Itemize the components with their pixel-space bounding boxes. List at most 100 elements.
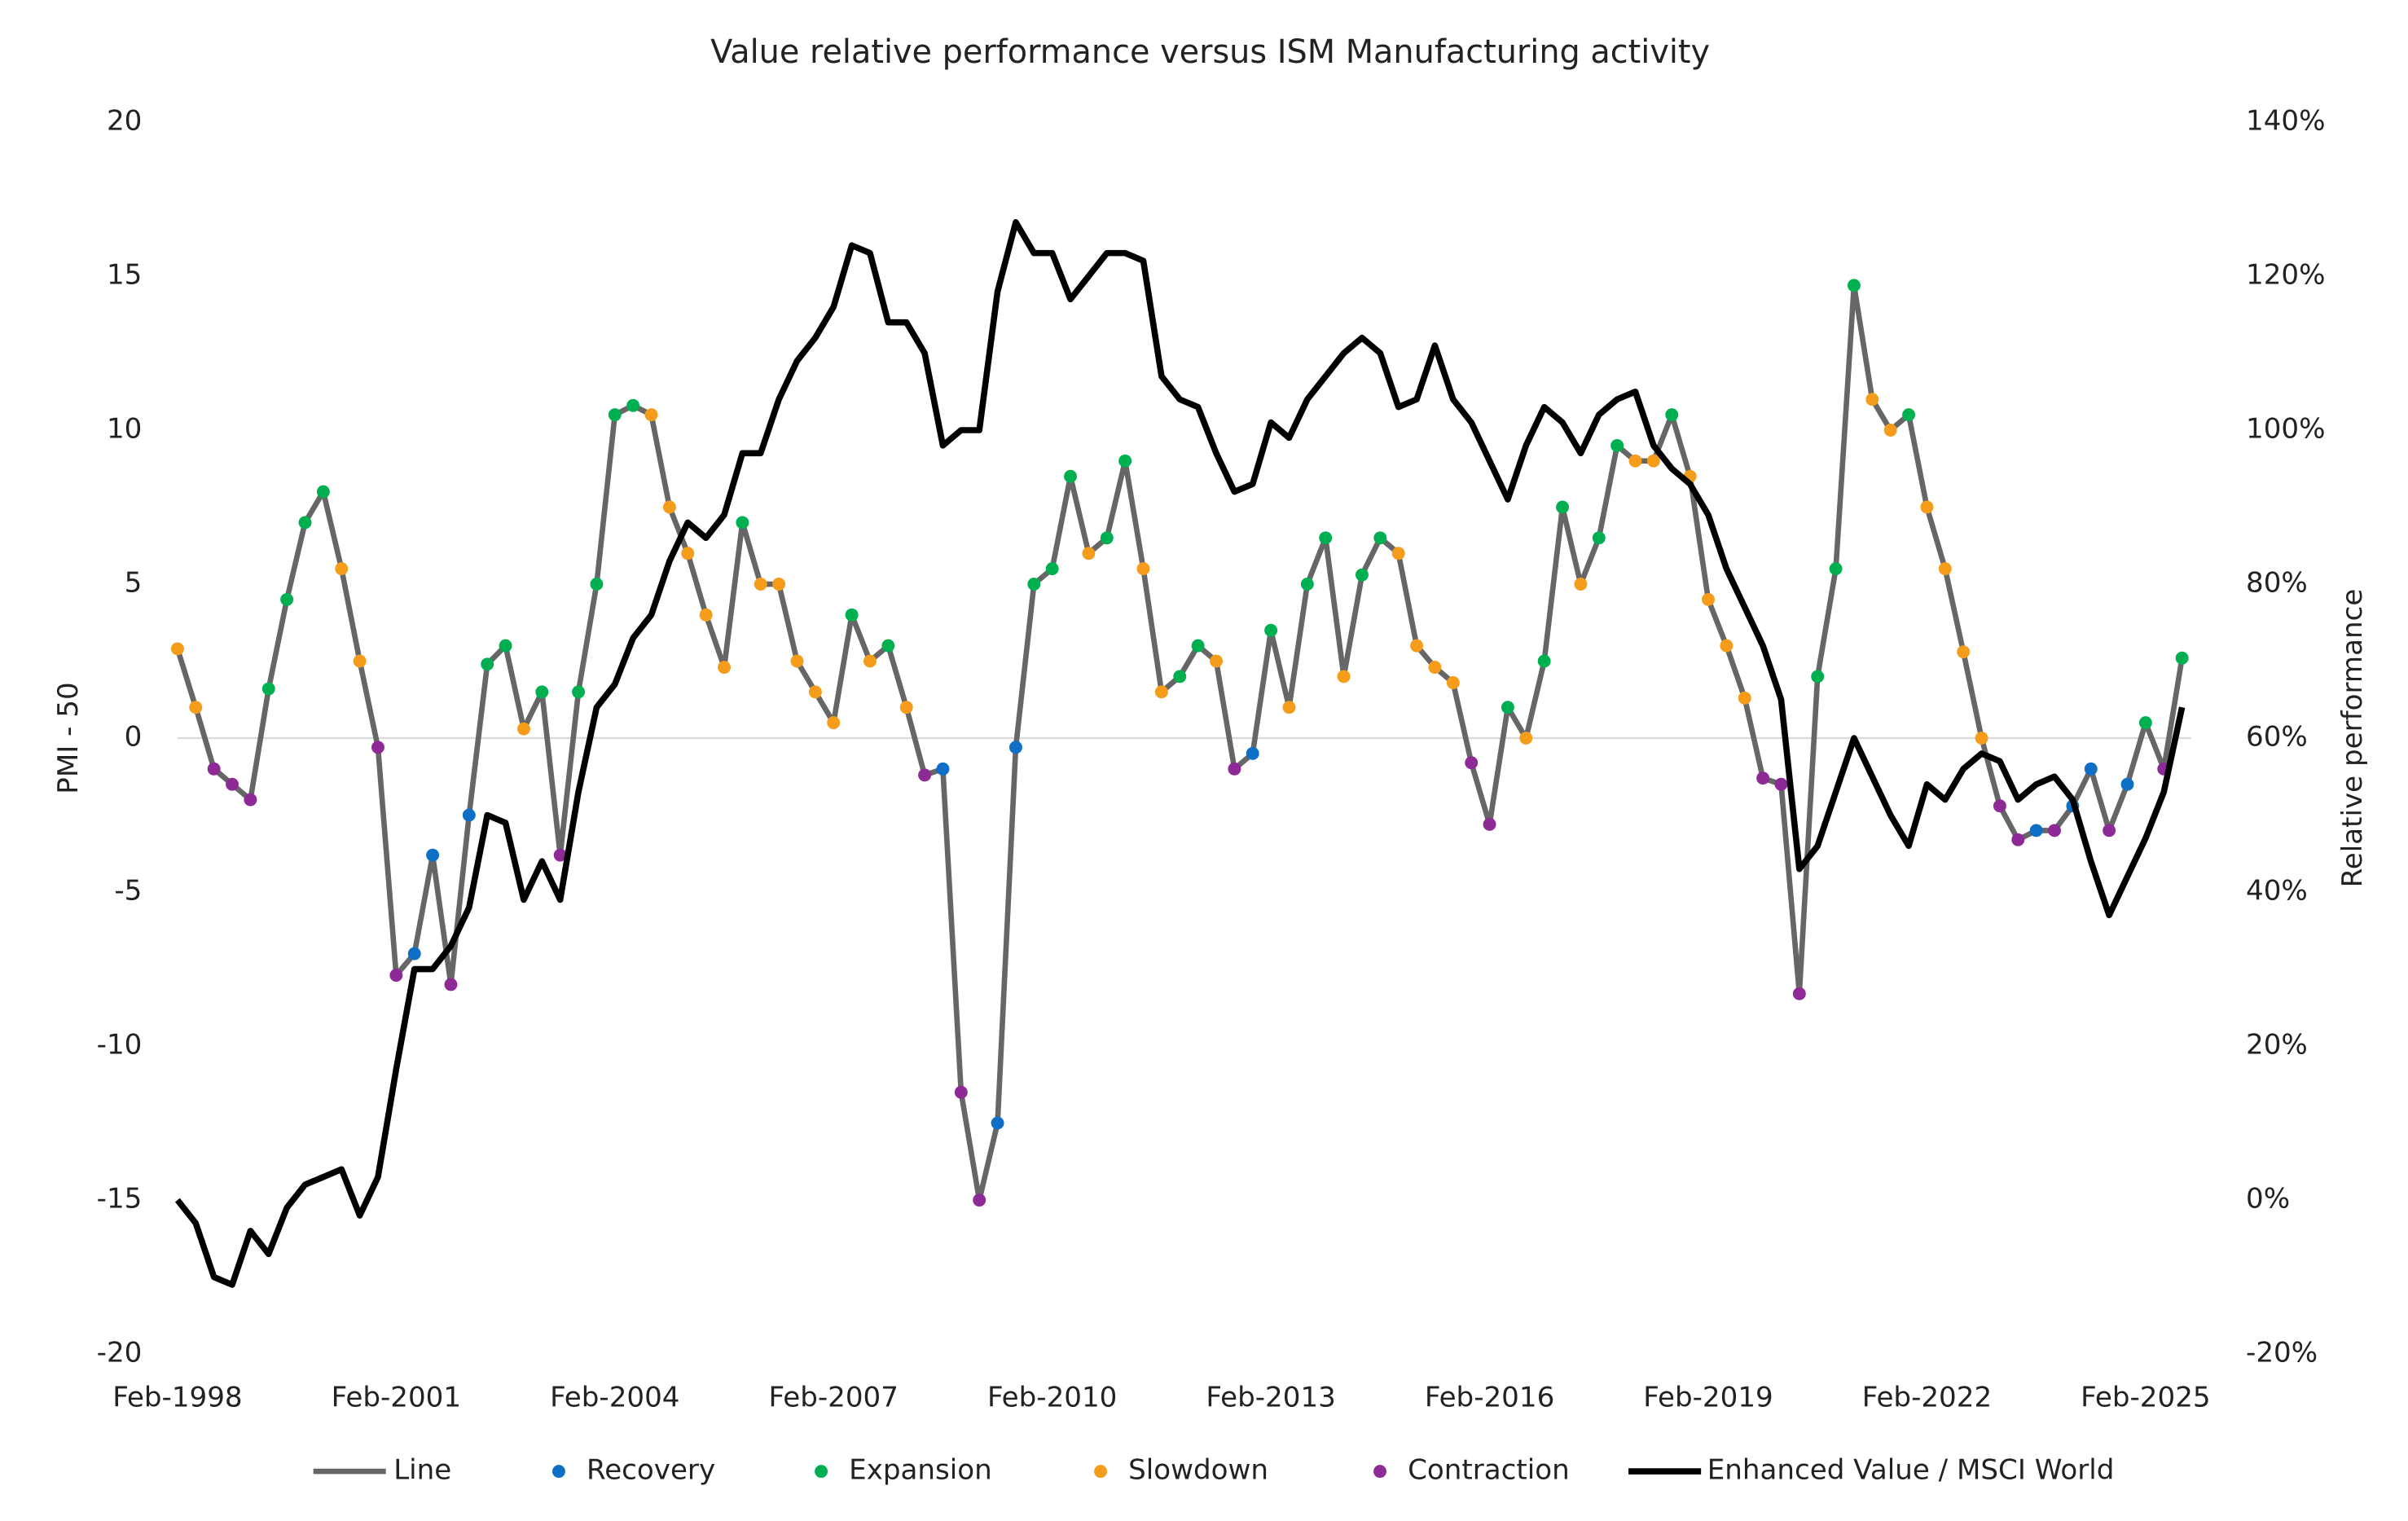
point [899, 701, 913, 714]
point [2084, 762, 2098, 776]
legend-swatch [551, 1465, 565, 1479]
x-tick-label: Feb-2001 [332, 1382, 461, 1414]
point [2138, 716, 2152, 730]
legend-swatch [815, 1465, 828, 1479]
point [772, 578, 786, 591]
point [226, 777, 239, 791]
point [1792, 987, 1806, 1000]
point [1300, 578, 1314, 591]
point [1008, 741, 1022, 754]
point [244, 793, 257, 807]
point [189, 701, 203, 714]
point [371, 741, 384, 754]
point [170, 642, 184, 656]
y-tick-label: -20 [97, 1337, 143, 1369]
point [1045, 562, 1059, 576]
point [790, 654, 804, 668]
point [1082, 547, 1096, 560]
point [699, 608, 713, 622]
point [662, 500, 676, 514]
point [1556, 500, 1569, 514]
point [1738, 691, 1751, 705]
point [827, 716, 841, 730]
y2-tick-label: 60% [2246, 721, 2308, 754]
point [590, 578, 604, 591]
point [1975, 732, 1988, 745]
point [1774, 777, 1788, 791]
series-line [174, 219, 2186, 1288]
point [1574, 578, 1588, 591]
y-tick-label: -5 [114, 875, 142, 908]
y-axis-label: PMI - 50 [52, 682, 85, 793]
y2-tick-label: 0% [2246, 1183, 2290, 1215]
point [1756, 771, 1770, 785]
point [1264, 623, 1278, 637]
point [1993, 799, 2006, 813]
point [1902, 408, 1916, 422]
legend-label: Expansion [849, 1454, 992, 1487]
point [1592, 531, 1606, 545]
point [1957, 645, 1971, 659]
point [298, 516, 312, 530]
point [1410, 639, 1424, 653]
x-tick-label: Feb-2019 [1643, 1382, 1773, 1414]
legend-swatch [1094, 1465, 1108, 1479]
x-tick-label: Feb-2025 [2081, 1382, 2210, 1414]
x-tick-label: Feb-1998 [112, 1382, 242, 1414]
y2-tick-label: 80% [2246, 567, 2308, 600]
point [1665, 408, 1679, 422]
point [1829, 562, 1843, 576]
legend-label: Slowdown [1128, 1454, 1268, 1487]
point [1373, 531, 1387, 545]
point [918, 768, 932, 782]
point [1154, 685, 1168, 699]
chart-title: Value relative performance versus ISM Ma… [710, 33, 1710, 71]
point [1391, 547, 1405, 560]
point [1173, 670, 1187, 684]
point [1228, 762, 1241, 776]
y2-tick-label: 40% [2246, 875, 2308, 908]
point [462, 808, 476, 822]
point [2120, 777, 2134, 791]
point [681, 547, 695, 560]
y2-tick-label: 20% [2246, 1029, 2308, 1062]
point [1465, 756, 1479, 770]
point [353, 654, 367, 668]
point [335, 562, 349, 576]
point [718, 661, 731, 675]
point [1720, 639, 1733, 653]
point [261, 682, 275, 696]
point [1519, 732, 1533, 745]
y2-axis-label: Relative performance [2336, 589, 2369, 888]
point [389, 969, 403, 982]
point [207, 762, 221, 776]
point [1483, 817, 1496, 831]
point [1100, 531, 1114, 545]
y2-tick-label: 140% [2246, 104, 2325, 137]
y-tick-label: -15 [97, 1183, 143, 1215]
y-tick-label: 20 [107, 104, 142, 137]
point [1136, 562, 1150, 576]
y-tick-label: 15 [107, 258, 142, 291]
x-tick-label: Feb-2004 [550, 1382, 679, 1414]
point [1847, 279, 1861, 292]
point [535, 685, 549, 699]
point [1191, 639, 1205, 653]
x-tick-label: Feb-2007 [769, 1382, 899, 1414]
point [1865, 393, 1879, 407]
point [2029, 824, 2043, 837]
point [2175, 651, 2189, 665]
point [881, 639, 895, 653]
point [644, 408, 658, 422]
x-tick-label: Feb-2016 [1425, 1382, 1554, 1414]
y2-tick-label: -20% [2246, 1337, 2318, 1369]
point [808, 685, 822, 699]
point [499, 639, 512, 653]
point [280, 592, 294, 606]
point [1027, 578, 1041, 591]
point [626, 398, 640, 412]
point [1610, 438, 1624, 452]
point [2103, 824, 2116, 837]
